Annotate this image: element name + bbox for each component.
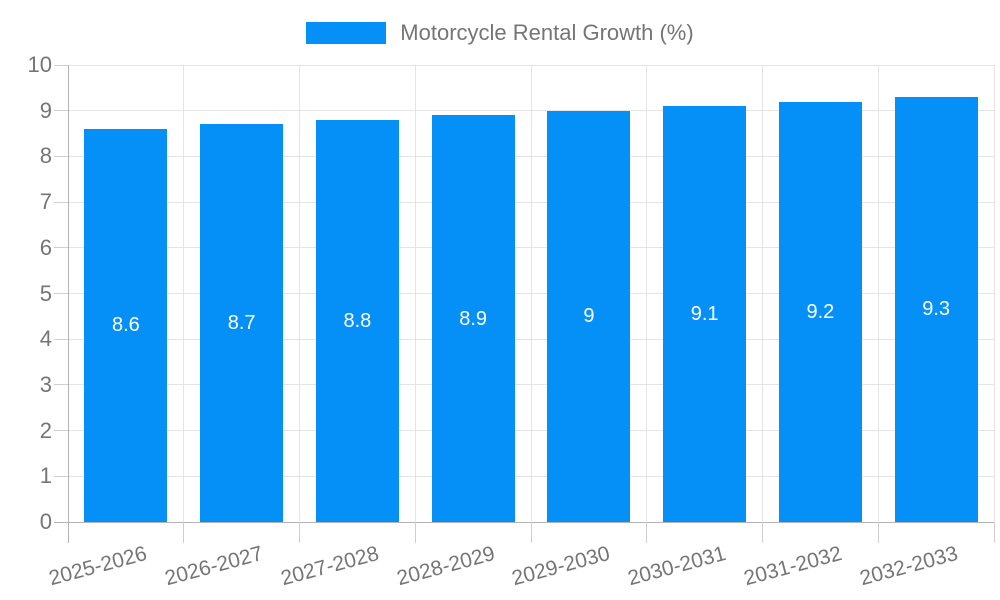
- bar-value-label: 9.1: [690, 303, 719, 326]
- y-axis-tick-label: 7: [39, 189, 52, 215]
- y-axis-tick-label: 10: [27, 52, 52, 77]
- x-axis-tick: [762, 522, 763, 543]
- bar-value-label: 8.9: [459, 307, 488, 330]
- y-axis-tick-label: 8: [39, 143, 52, 169]
- x-axis-tick: [530, 522, 532, 543]
- y-axis-tick-label: 0: [39, 509, 52, 534]
- bar[interactable]: 8.8: [315, 119, 399, 522]
- bar[interactable]: 9.2: [778, 101, 862, 522]
- x-axis-tick-label: 2025-2026: [46, 542, 150, 591]
- x-axis-tick: [646, 522, 648, 543]
- y-axis-tick: [54, 338, 68, 340]
- bar-value-label: 8.6: [111, 314, 140, 337]
- y-axis-tick: [54, 475, 68, 477]
- bar-value-label: 8.8: [343, 309, 372, 332]
- bar-value-label: 9.3: [922, 298, 951, 321]
- y-axis-tick-label: 5: [39, 280, 52, 306]
- x-axis-tick: [414, 522, 416, 543]
- y-axis-tick-label: 2: [39, 417, 52, 443]
- x-gridline: [646, 65, 648, 522]
- legend-swatch: [306, 22, 387, 44]
- x-axis-tick-label: 2029-2030: [509, 542, 613, 591]
- y-axis-tick-label: 9: [39, 97, 52, 123]
- bar[interactable]: 9: [547, 110, 631, 522]
- y-axis-tick: [54, 110, 68, 112]
- y-axis-tick: [54, 247, 68, 249]
- x-axis-tick-label: 2030-2031: [625, 542, 729, 591]
- y-axis-tick: [54, 384, 68, 386]
- y-axis-tick: [54, 201, 68, 203]
- x-axis-tick: [993, 522, 995, 543]
- bar[interactable]: 9.3: [894, 96, 978, 522]
- bar[interactable]: 8.9: [431, 115, 515, 522]
- x-gridline: [877, 65, 879, 522]
- x-gridline: [183, 65, 185, 522]
- y-axis-line: [67, 65, 69, 543]
- y-axis-tick: [54, 430, 68, 432]
- y-axis-tick-label: 4: [39, 326, 52, 352]
- y-axis-tick: [54, 64, 68, 66]
- x-gridline: [414, 65, 416, 522]
- chart-legend: Motorcycle Rental Growth (%): [0, 20, 1000, 46]
- x-axis-tick: [877, 522, 879, 543]
- y-axis-tick: [54, 293, 68, 294]
- y-axis-tick-label: 1: [39, 463, 52, 489]
- x-axis-tick-label: 2032-2033: [857, 542, 961, 591]
- x-axis-tick: [299, 522, 300, 543]
- x-axis-tick-label: 2031-2032: [741, 542, 845, 591]
- y-axis-tick: [54, 155, 68, 157]
- x-axis-tick-label: 2027-2028: [278, 542, 382, 591]
- bar[interactable]: 8.7: [200, 124, 284, 522]
- y-axis-tick: [54, 521, 68, 523]
- bar[interactable]: 8.6: [84, 128, 168, 522]
- bar-value-label: 9: [583, 305, 595, 328]
- bar[interactable]: 9.1: [663, 106, 747, 522]
- x-axis-tick-label: 2026-2027: [162, 542, 266, 591]
- bar-value-label: 8.7: [227, 312, 256, 335]
- x-gridline: [299, 65, 300, 522]
- x-gridline: [762, 65, 763, 522]
- x-gridline: [530, 65, 532, 522]
- x-axis-tick-label: 2028-2029: [394, 542, 498, 591]
- legend-label: Motorcycle Rental Growth (%): [400, 20, 694, 45]
- x-gridline: [993, 65, 995, 522]
- y-axis-tick-label: 3: [39, 371, 52, 397]
- x-axis-tick: [183, 522, 185, 543]
- y-axis-tick-label: 6: [39, 234, 52, 260]
- bar-value-label: 9.2: [806, 300, 835, 323]
